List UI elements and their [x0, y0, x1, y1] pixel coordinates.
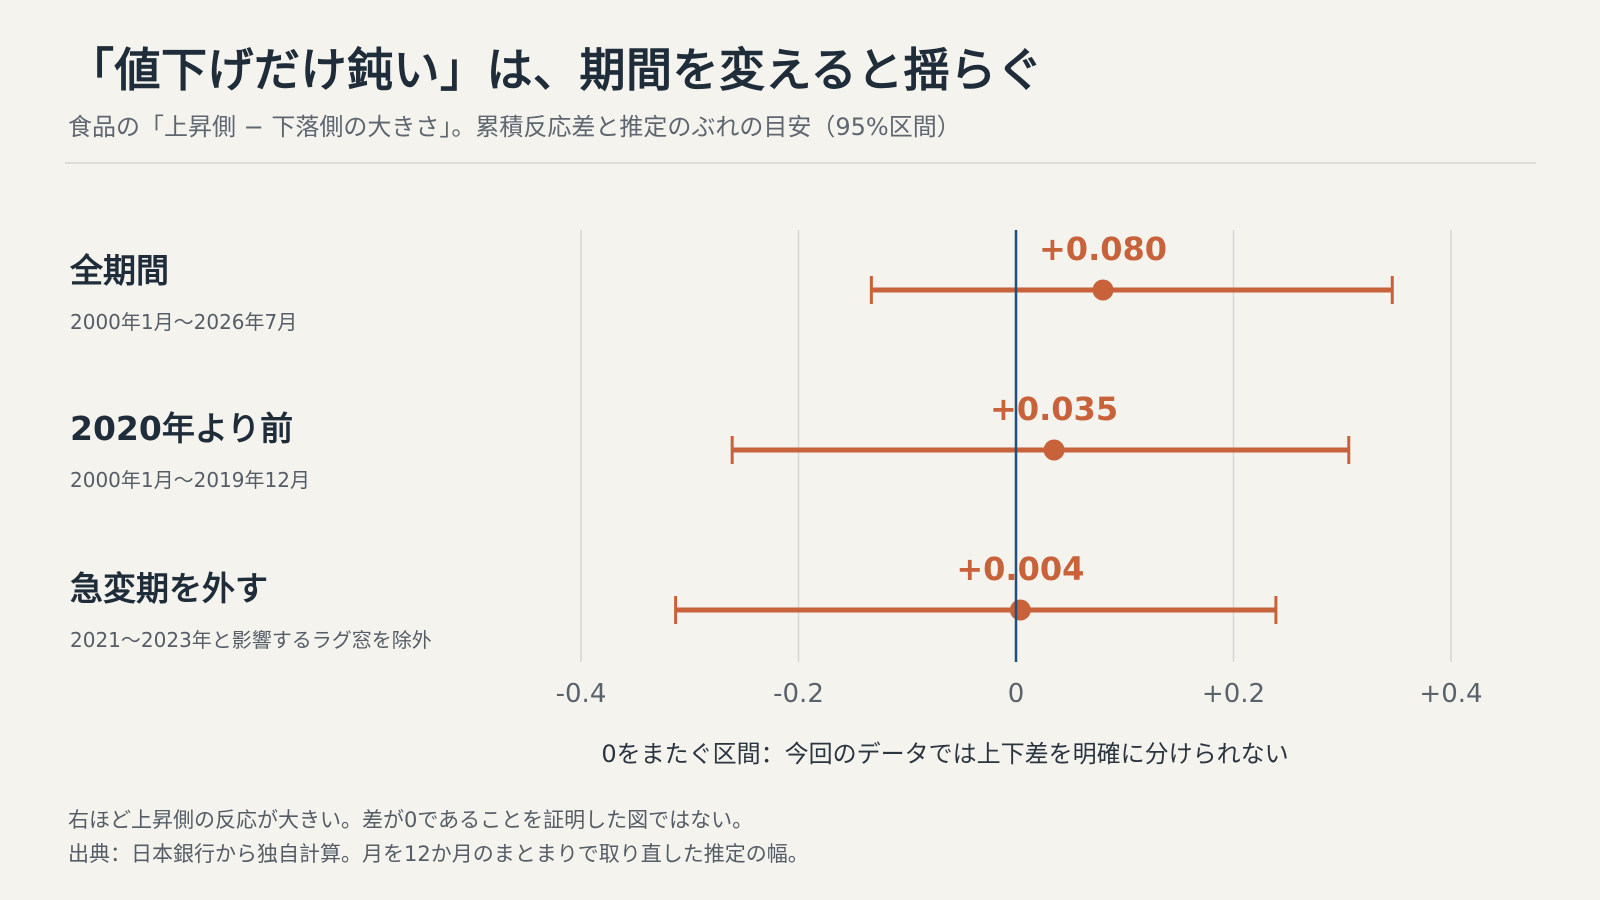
row-range: 2000年1月〜2019年12月 [70, 468, 310, 492]
row-label-exclude-shock: 急変期を外す 2021〜2023年と影響するラグ窓を除外 [70, 562, 432, 653]
row-label-before-2020: 2020年より前 2000年1月〜2019年12月 [70, 402, 310, 493]
row-range: 2021〜2023年と影響するラグ窓を除外 [70, 628, 432, 652]
x-tick-label: +0.2 [1202, 679, 1265, 709]
chart-title: 「値下げだけ鈍い」は、期間を変えると揺らぐ [68, 43, 1044, 97]
estimate-label: +0.035 [990, 390, 1118, 428]
row-name: 急変期を外す [70, 569, 268, 608]
zero-crossing-note: 0をまたぐ区間：今回のデータでは上下差を明確に分けられない [601, 740, 1289, 768]
x-tick-label: -0.2 [773, 679, 824, 709]
row-name: 2020年より前 [70, 409, 294, 448]
row-name: 全期間 [70, 251, 169, 290]
estimate-point [1043, 439, 1065, 461]
footnote-2: 出典：日本銀行から独自計算。月を12か月のまとまりで取り直した推定の幅。 [68, 842, 809, 866]
footnote-1: 右ほど上昇側の反応が大きい。差が0であることを証明した図ではない。 [68, 808, 754, 832]
estimate-point [1092, 279, 1114, 301]
estimate-label: +0.004 [956, 550, 1084, 588]
x-tick-label: 0 [1008, 679, 1025, 709]
x-tick-label: +0.4 [1419, 679, 1482, 709]
x-tick-label: -0.4 [556, 679, 607, 709]
row-range: 2000年1月〜2026年7月 [70, 310, 298, 334]
chart-subtitle: 食品の「上昇側 − 下落側の大きさ」。累積反応差と推定のぶれの目安（95%区間） [68, 113, 961, 141]
estimate-point [1009, 599, 1031, 621]
estimate-label: +0.080 [1039, 230, 1167, 268]
row-label-all-period: 全期間 2000年1月〜2026年7月 [70, 244, 297, 335]
header-divider [65, 162, 1536, 164]
